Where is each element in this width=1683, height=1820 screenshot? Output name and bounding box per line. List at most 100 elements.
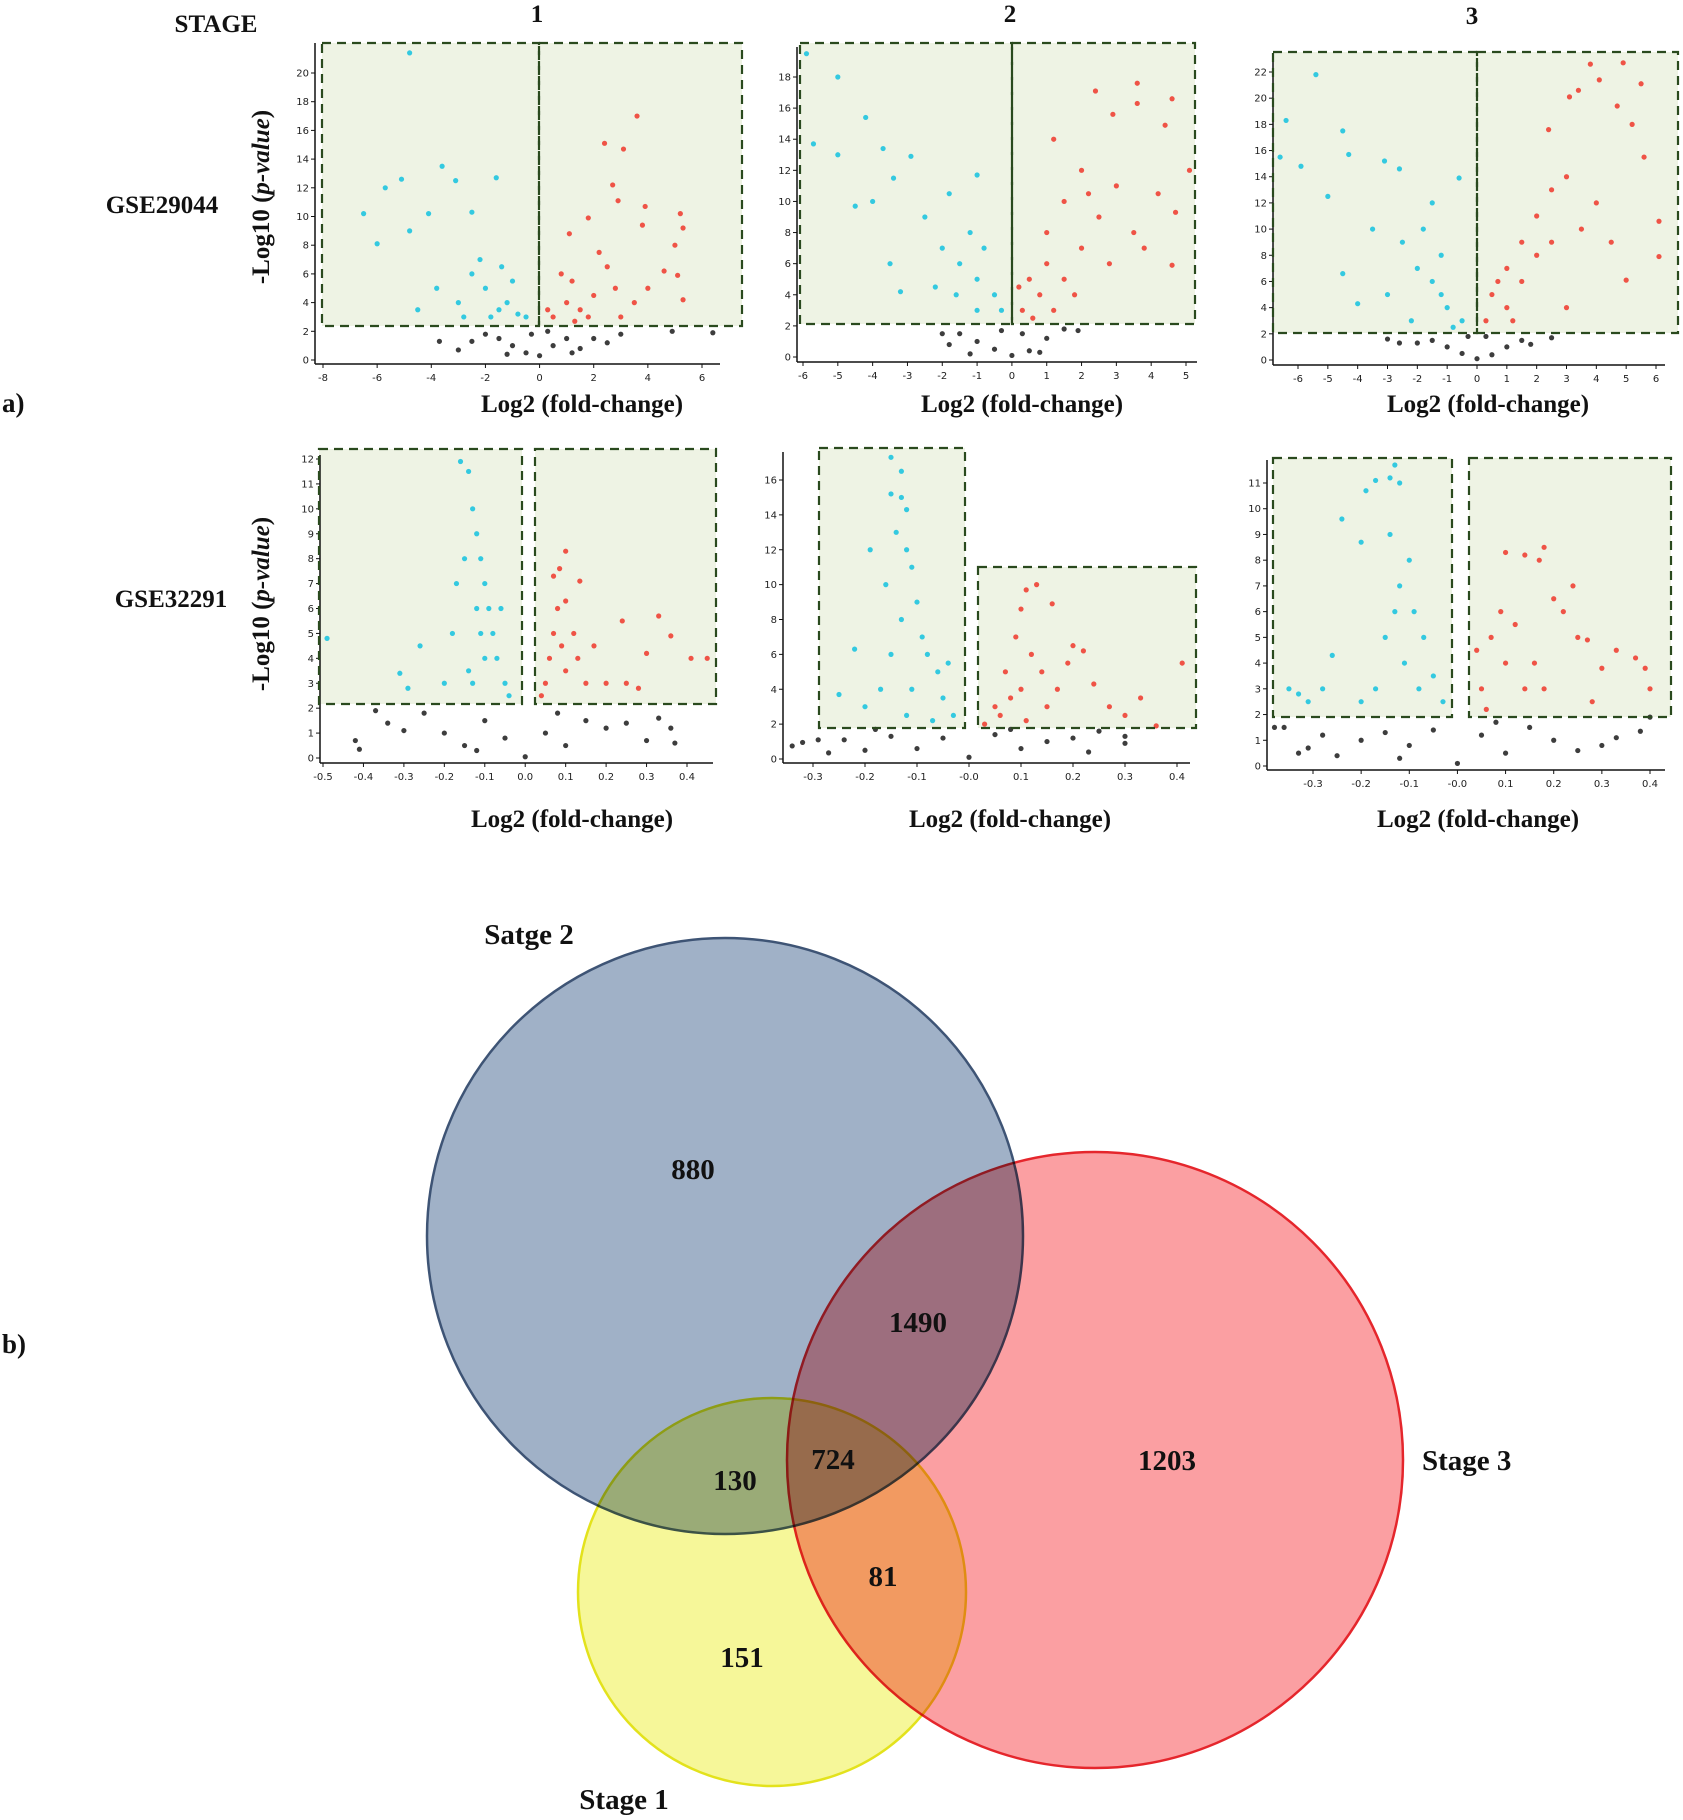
point-up bbox=[542, 680, 549, 686]
x-tick-label: 0.1 bbox=[1013, 772, 1029, 783]
point-up bbox=[569, 278, 575, 284]
point-down bbox=[457, 458, 464, 465]
venn-count-all-three: 724 bbox=[811, 1444, 855, 1476]
point-not-significant bbox=[441, 730, 447, 736]
x-tick-label: -3 bbox=[902, 371, 912, 382]
significance-region-up bbox=[535, 449, 716, 704]
point-up bbox=[558, 271, 564, 277]
point-down bbox=[1346, 151, 1352, 158]
y-tick-label: 6 bbox=[771, 650, 777, 661]
point-up bbox=[1502, 660, 1509, 666]
point-down bbox=[1372, 686, 1379, 692]
point-down bbox=[397, 670, 403, 676]
point-down bbox=[945, 660, 951, 666]
y-tick-label: 2 bbox=[1255, 710, 1261, 721]
x-tick-label: 0.1 bbox=[558, 772, 574, 783]
volcano-plot-gse32291-stage-3: -0.3 -0.2 -0.1 -0.0 0.1 0.2 0.3 0.4 0 1 2 3 4 5 6 7 8 9 10… bbox=[1248, 456, 1673, 833]
significance-region-down bbox=[322, 43, 539, 326]
point-down bbox=[909, 564, 915, 570]
point-up bbox=[596, 249, 602, 255]
point-not-significant bbox=[1122, 740, 1128, 746]
point-not-significant bbox=[940, 735, 946, 741]
point-down bbox=[893, 529, 899, 535]
y-tick-label: 4 bbox=[1255, 659, 1261, 670]
point-up bbox=[1169, 262, 1175, 268]
point-down bbox=[407, 228, 413, 234]
point-not-significant bbox=[569, 350, 575, 356]
point-not-significant bbox=[502, 735, 508, 741]
x-tick-label: 0.4 bbox=[1642, 779, 1658, 790]
y-tick-label: 18 bbox=[778, 73, 791, 84]
x-tick-label: -0.3 bbox=[803, 772, 823, 783]
significance-box-up bbox=[537, 41, 744, 328]
point-up bbox=[1534, 213, 1540, 219]
point-down bbox=[1339, 516, 1345, 522]
point-down bbox=[478, 556, 484, 562]
y-tick-label: 12 bbox=[301, 455, 314, 466]
point-down bbox=[878, 686, 884, 692]
point-down bbox=[490, 630, 496, 637]
point-not-significant bbox=[469, 338, 475, 344]
y-tick-label: 2 bbox=[303, 327, 309, 338]
point-up bbox=[1051, 136, 1057, 142]
y-axis-label-italic: p-value bbox=[248, 525, 275, 603]
point-up bbox=[1008, 695, 1014, 701]
point-down bbox=[453, 178, 459, 184]
point-up bbox=[992, 704, 998, 710]
point-not-significant bbox=[939, 331, 945, 337]
point-down bbox=[898, 494, 905, 501]
point-down bbox=[504, 300, 510, 306]
point-down bbox=[852, 203, 858, 209]
y-tick-label: 4 bbox=[308, 654, 314, 665]
point-down bbox=[1358, 539, 1364, 545]
point-not-significant bbox=[1430, 727, 1436, 733]
point-not-significant bbox=[946, 341, 952, 348]
point-not-significant bbox=[1070, 735, 1076, 741]
point-up bbox=[1575, 634, 1581, 640]
point-down bbox=[417, 643, 423, 649]
venn-count-stage2-stage3: 1490 bbox=[889, 1307, 947, 1339]
y-tick-label: 0 bbox=[785, 353, 791, 364]
point-up bbox=[661, 268, 667, 274]
x-tick-label: -4 bbox=[868, 371, 878, 382]
point-down bbox=[1392, 609, 1398, 615]
point-up bbox=[680, 225, 686, 231]
point-not-significant bbox=[668, 725, 674, 731]
point-down bbox=[1283, 117, 1289, 124]
point-up bbox=[550, 573, 557, 579]
x-tick-label: 3 bbox=[1563, 374, 1569, 385]
point-up bbox=[982, 721, 988, 727]
significance-region-down bbox=[1273, 52, 1477, 333]
x-tick-label: 0.3 bbox=[1117, 772, 1133, 783]
y-tick-label: 0 bbox=[1261, 356, 1267, 367]
point-down bbox=[474, 605, 480, 612]
point-down bbox=[836, 691, 842, 698]
point-up bbox=[1495, 278, 1501, 285]
point-up bbox=[559, 643, 565, 649]
point-down bbox=[1444, 305, 1450, 311]
x-tick-label: -1 bbox=[1442, 374, 1452, 385]
venn-diagram: Satge 2 Stage 3 Stage 1 880 1490 1203 130 724 81… bbox=[425, 919, 1511, 1816]
point-not-significant bbox=[550, 343, 556, 349]
volcano-plot-gse29044-stage-1: -8 -6 -4 -2 0 2 4 6 0 2 4 6 8 10 12 14 16 18 20 Log2 (fold-… bbox=[248, 41, 744, 418]
x-tick-label: 6 bbox=[699, 373, 705, 384]
y-tick-label: 0 bbox=[303, 356, 309, 367]
y-tick-label: 2 bbox=[785, 321, 791, 332]
point-not-significant bbox=[1502, 750, 1509, 756]
x-tick-label: 0.0 bbox=[517, 772, 533, 783]
x-tick-label: 0.2 bbox=[1065, 772, 1081, 783]
y-tick-label: 3 bbox=[308, 679, 314, 690]
stage-1-header: 1 bbox=[531, 1, 544, 28]
point-not-significant bbox=[1384, 336, 1391, 342]
x-tick-label: -0.5 bbox=[313, 772, 333, 783]
point-down bbox=[1392, 462, 1398, 468]
point-not-significant bbox=[474, 747, 480, 754]
x-tick-label: 4 bbox=[1148, 371, 1154, 382]
point-up bbox=[571, 630, 577, 637]
point-down bbox=[930, 718, 936, 724]
point-up bbox=[1018, 686, 1024, 692]
y-tick-label: 8 bbox=[308, 554, 314, 565]
point-up bbox=[615, 198, 621, 204]
point-up bbox=[1534, 252, 1540, 258]
point-up bbox=[1613, 647, 1619, 653]
